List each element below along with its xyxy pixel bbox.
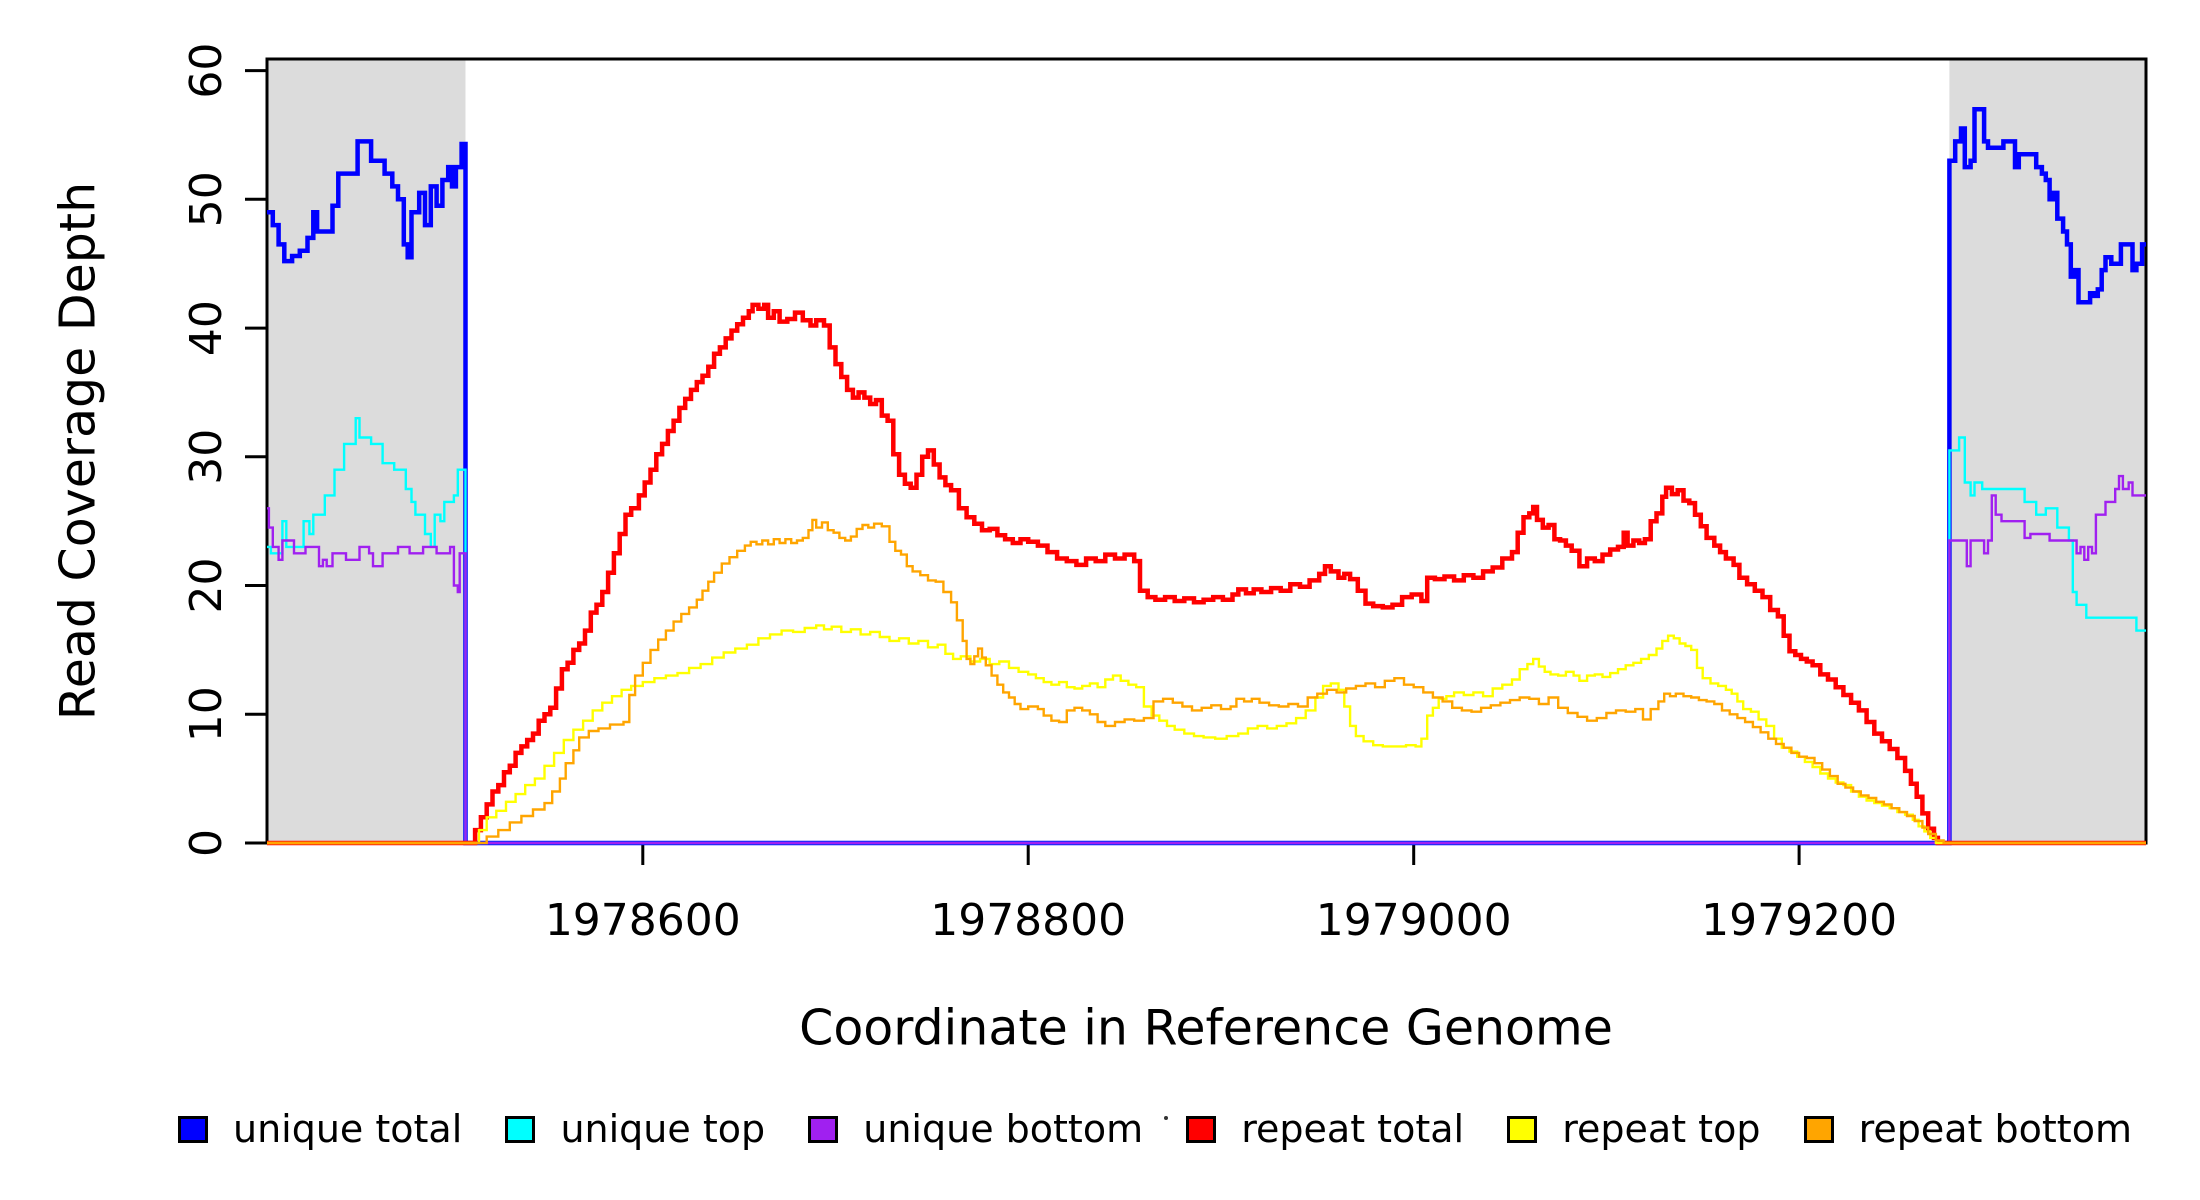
legend-label: repeat bottom [1858,1107,2132,1151]
series-line-repeat_bottom [267,518,2146,845]
x-tick-label: 1978600 [545,895,741,946]
y-axis-title: Read Coverage Depth [49,181,107,721]
y-tick-label: 0 [181,829,232,857]
legend-swatch-repeat_total [1186,1115,1217,1143]
series-line-repeat_top [267,624,2146,845]
legend-swatch-unique_bottom [808,1115,839,1143]
legend-label: unique bottom [863,1107,1144,1151]
legend-label: repeat top [1562,1107,1761,1151]
legend-item-repeat_bottom: repeat bottom [1803,1107,2132,1151]
legend-label: unique total [233,1107,463,1151]
legend-item-unique_total: unique total [178,1107,462,1151]
y-tick-label: 20 [181,558,232,614]
x-tick-label: 1978800 [930,895,1126,946]
legend-item-unique_bottom: unique bottom [808,1107,1143,1151]
legend-item-repeat_top: repeat top [1507,1107,1760,1151]
series-line-unique_total [267,106,2146,846]
legend-swatch-repeat_top [1507,1115,1538,1143]
legend: unique total unique top unique bottom repea… [178,1100,2132,1158]
legend-label: unique top [560,1107,766,1151]
shaded-region [267,59,466,843]
y-tick-label: 60 [181,43,232,99]
legend-swatch-unique_total [178,1115,208,1143]
legend-label: repeat total [1241,1107,1465,1151]
series-line-unique_top [267,417,2146,845]
stray-dot-artifact [1164,1116,1168,1120]
y-tick-label: 50 [181,171,232,227]
legend-swatch-repeat_bottom [1803,1115,1834,1143]
series-line-repeat_total [267,302,2146,846]
legend-item-unique_top: unique top [505,1107,765,1151]
y-tick-label: 10 [181,686,232,742]
y-tick-label: 30 [181,429,232,485]
plot-border [265,57,2148,845]
x-tick-label: 1979000 [1316,895,1512,946]
legend-swatch-unique_top [505,1115,536,1143]
x-tick-label: 1979200 [1701,895,1897,946]
series-line-unique_bottom [267,474,2146,845]
y-tick-label: 40 [181,300,232,356]
x-axis-title: Coordinate in Reference Genome [799,999,1613,1057]
plot-svg: 1978600 1978800 1979000 1979200 0 10 20 30 40 50 6… [181,43,2148,946]
legend-item-repeat_total: repeat total [1186,1107,1464,1151]
